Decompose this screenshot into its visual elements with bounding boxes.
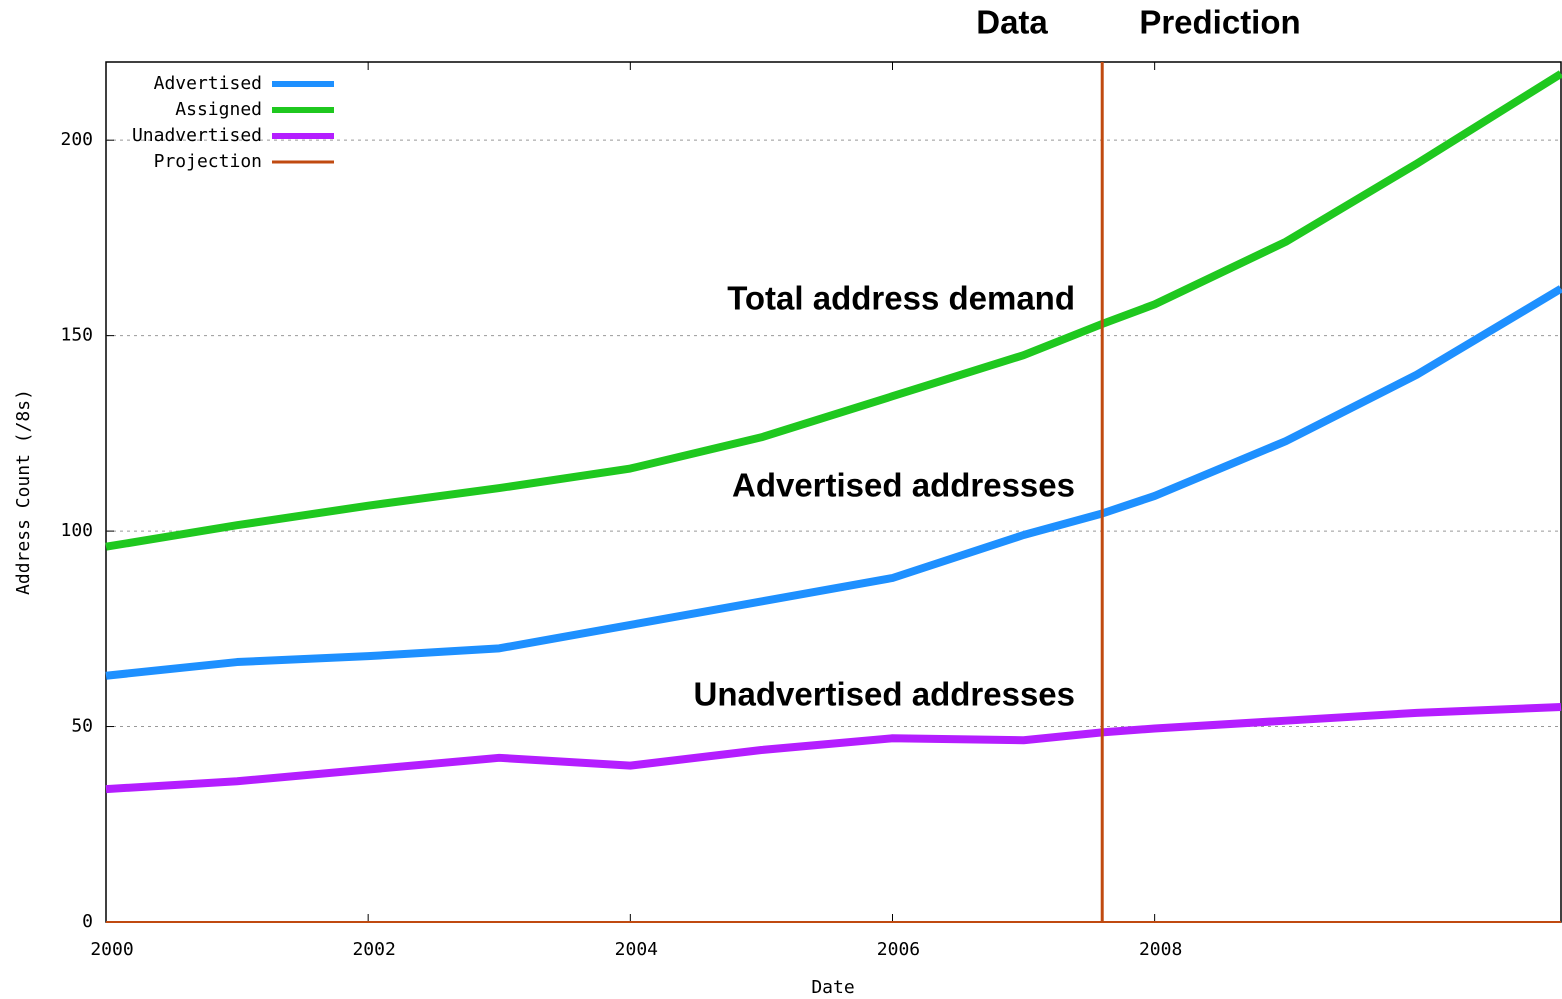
chart: Date Address Count (/8s) 0 50 100 150 200 200…	[0, 0, 1562, 999]
annotation: Unadvertised addresses	[693, 676, 1075, 713]
y-axis-label: Address Count (/8s)	[13, 389, 34, 595]
annotation: Advertised addresses	[732, 467, 1075, 504]
y-tick-label: 200	[60, 129, 93, 150]
legend-label: Unadvertised	[132, 125, 262, 146]
x-tick-label: 2002	[352, 939, 395, 960]
y-tick-label: 100	[60, 520, 93, 541]
x-axis-label: Date	[811, 977, 854, 998]
x-tick-label: 2006	[877, 939, 920, 960]
y-tick-label: 150	[60, 325, 93, 346]
series-line	[106, 707, 1561, 789]
legend-label: Assigned	[175, 99, 262, 120]
annotation: Total address demand	[727, 280, 1075, 317]
legend-label: Advertised	[154, 73, 262, 94]
y-tick-label: 0	[82, 911, 93, 932]
x-tick-label: 2008	[1139, 939, 1182, 960]
y-tick-label: 50	[71, 716, 93, 737]
x-tick-label: 2000	[90, 939, 133, 960]
annotation: Prediction	[1139, 4, 1300, 41]
legend-label: Projection	[154, 151, 262, 172]
annotation: Data	[976, 4, 1048, 41]
x-tick-label: 2004	[615, 939, 658, 960]
